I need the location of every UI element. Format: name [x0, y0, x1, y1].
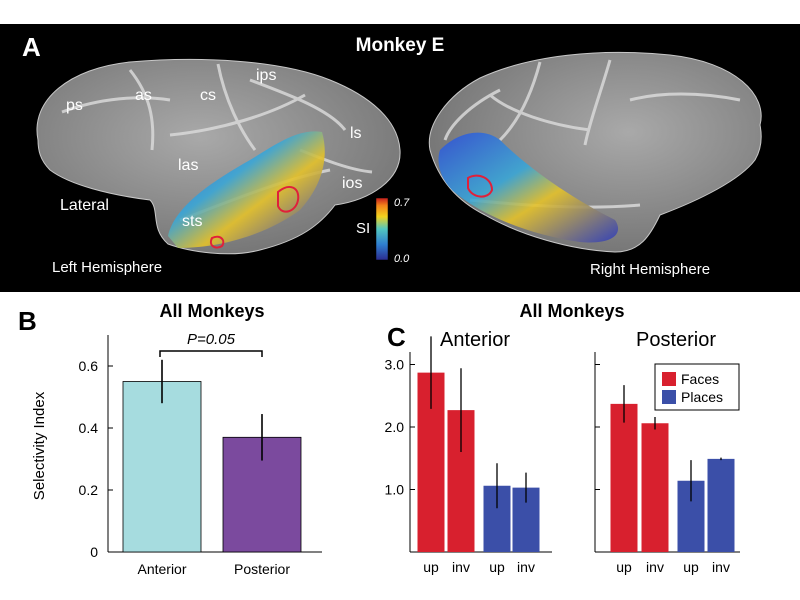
- chart-b-x-tick-label: Anterior: [137, 561, 186, 577]
- sulcus-label-ls: ls: [350, 125, 362, 142]
- chart-c-y-tick-label: 2.0: [385, 419, 405, 435]
- colorbar-label: SI: [356, 220, 370, 237]
- panel-b-label: B: [18, 306, 37, 336]
- sulcus-label-ios: ios: [342, 175, 362, 192]
- sulcus-label-ips: ips: [256, 67, 276, 84]
- chart-b-y-tick-label: 0.6: [79, 358, 99, 374]
- panel-a: A Monkey E ps as cs ips las ls ios sts L…: [0, 24, 800, 292]
- chart-c-x-tick-label: up: [683, 559, 699, 575]
- panel-a-title: Monkey E: [356, 35, 445, 56]
- colorbar-max: 0.7: [394, 197, 410, 209]
- panel-c-label: C: [387, 322, 406, 352]
- chart-c-bar: [610, 403, 638, 552]
- left-hemisphere-brain: [36, 58, 401, 255]
- chart-b: 0 0.2 0.4 0.6 Anterior Posterior: [79, 335, 322, 577]
- significance-annotation: P=0.05: [187, 331, 236, 348]
- sulcus-label-sts: sts: [182, 213, 202, 230]
- right-roi-outline: [467, 174, 494, 198]
- chart-c-y-tick-label: 3.0: [385, 357, 405, 373]
- chart-c-y-tick-label: 1.0: [385, 482, 405, 498]
- legend-swatch-faces: [662, 372, 676, 386]
- chart-b-y-tick-label: 0.2: [79, 482, 99, 498]
- chart-c-x-tick-label: up: [489, 559, 505, 575]
- chart-b-y-tick-label: 0: [90, 544, 98, 560]
- right-hemisphere-label: Right Hemisphere: [590, 261, 710, 278]
- panel-a-label: A: [22, 32, 41, 62]
- chart-c-bar: [707, 458, 735, 552]
- chart-b-x-tick-label: Posterior: [234, 561, 290, 577]
- sulcus-label-as: as: [135, 87, 152, 104]
- chart-b-y-tick-label: 0.4: [79, 420, 99, 436]
- sulcus-label-las: las: [178, 157, 198, 174]
- left-roi-outline: [277, 185, 300, 213]
- colorbar: [375, 197, 389, 261]
- chart-c-bar: [641, 423, 669, 552]
- left-activation-map: [168, 131, 325, 248]
- legend-label-faces: Faces: [681, 371, 719, 387]
- panel-c-anterior-subtitle: Anterior: [440, 329, 510, 351]
- legend: Faces Places: [654, 363, 740, 411]
- left-roi-outline-2: [210, 235, 225, 249]
- sulcus-label-cs: cs: [200, 87, 216, 104]
- lateral-label: Lateral: [60, 197, 109, 214]
- right-activation-map: [438, 132, 619, 243]
- colorbar-min: 0.0: [394, 253, 410, 265]
- chart-c-x-tick-label: inv: [517, 559, 535, 575]
- chart-c-x-tick-label: up: [423, 559, 439, 575]
- panel-c-title: All Monkeys: [519, 301, 624, 321]
- significance-bracket: [159, 350, 263, 357]
- chart-c-x-tick-label: up: [616, 559, 632, 575]
- chart-b-bar: [122, 381, 202, 553]
- panel-c: C All Monkeys Anterior Posterior 1.0 2.0 3…: [385, 301, 740, 575]
- panel-b-y-axis-label: Selectivity Index: [31, 391, 48, 500]
- panel-b-title: All Monkeys: [159, 301, 264, 321]
- sulcus-label-ps: ps: [66, 97, 83, 114]
- chart-c-posterior: up inv up inv: [594, 352, 740, 575]
- panel-b: B All Monkeys Selectivity Index 00.20.40…: [18, 301, 322, 577]
- chart-c-anterior: 1.02.03.0up inv up inv: [385, 336, 552, 575]
- chart-c-x-tick-label: inv: [646, 559, 664, 575]
- legend-swatch-places: [662, 390, 676, 404]
- panel-c-posterior-subtitle: Posterior: [636, 329, 716, 351]
- chart-c-x-tick-label: inv: [712, 559, 730, 575]
- left-hemisphere-label: Left Hemisphere: [52, 259, 162, 276]
- chart-c-x-tick-label: inv: [452, 559, 470, 575]
- legend-label-places: Places: [681, 389, 723, 405]
